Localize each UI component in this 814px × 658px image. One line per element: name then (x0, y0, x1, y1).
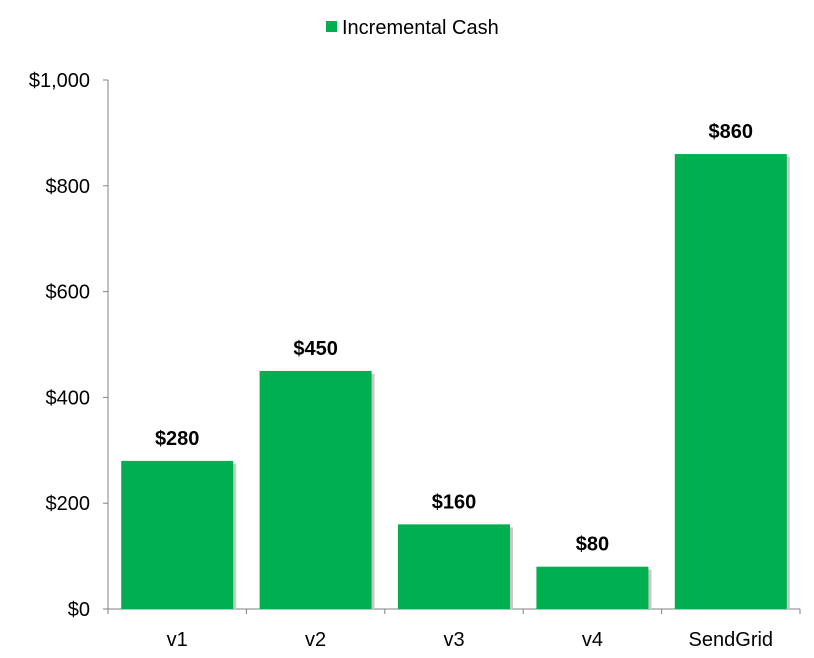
y-tick-label: $400 (46, 387, 91, 409)
x-tick-label: v3 (443, 629, 464, 651)
data-label: $860 (709, 121, 754, 143)
legend-swatch (326, 21, 337, 32)
x-axis: v1 v2 v3 v4 SendGrid (107, 608, 801, 651)
y-tick-label: $200 (46, 493, 91, 515)
legend: Incremental Cash (326, 17, 499, 39)
bar (121, 460, 234, 609)
data-label: $450 (293, 338, 338, 360)
x-tick-label: SendGrid (689, 629, 774, 651)
data-label: $80 (576, 534, 609, 556)
legend-label: Incremental Cash (342, 17, 499, 39)
bar (674, 154, 787, 609)
x-tick-label: v4 (582, 629, 603, 651)
y-tick-label: $600 (46, 282, 91, 304)
data-label: $280 (155, 428, 200, 450)
y-axis: $0 $200 $400 $600 $800 $1,000 (29, 70, 109, 621)
data-label: $160 (432, 491, 477, 513)
bar (259, 370, 372, 609)
y-tick-label: $800 (46, 176, 91, 198)
x-tick-label: v2 (305, 629, 326, 651)
x-tick-label: v1 (167, 629, 188, 651)
y-tick-label: $0 (68, 599, 90, 621)
bar (398, 524, 510, 609)
bar (536, 566, 649, 609)
data-labels: $280 $450 $160 $80 $860 (155, 121, 753, 556)
bar-series (121, 154, 790, 609)
y-tick-label: $1,000 (29, 70, 90, 92)
